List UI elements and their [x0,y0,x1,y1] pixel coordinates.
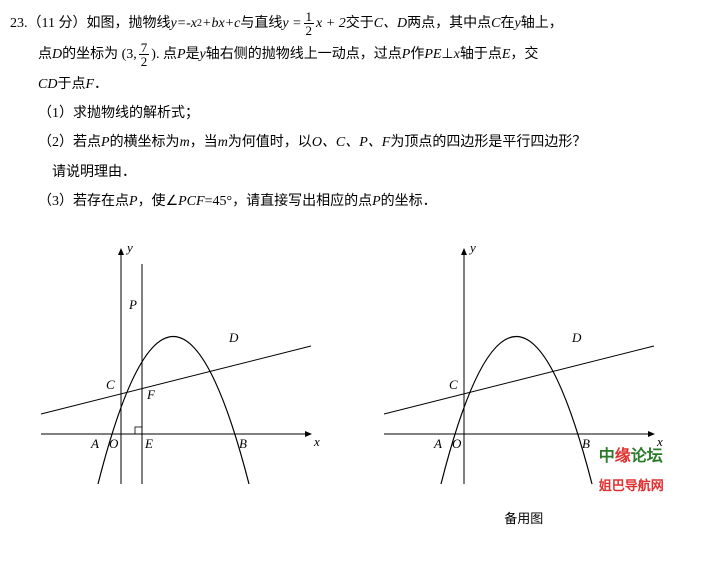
numerator: 1 [304,10,315,24]
text: ，交 [510,42,538,67]
label-e: E [144,436,153,451]
label-x: x [313,434,320,449]
problem-number: 23. [10,11,28,36]
angle-pcf: PCF [178,189,204,214]
text: 两点，其中点 [407,11,491,36]
text: 作 [410,42,424,67]
line-cd [384,346,654,414]
main-graph: y x P D C F A O E B [31,234,331,494]
label-p: P [128,297,137,312]
watermark-text: 论坛 [631,448,663,465]
point-c: C [491,11,500,36]
label-a: A [90,436,99,451]
text: 请说明理由． [52,160,136,185]
text: 于点 [57,72,85,97]
text: 为顶点的四边形是平行四边形？ [390,130,586,155]
text: 是 [186,42,200,67]
text: 交于 [346,11,374,36]
label-o: O [109,436,119,451]
text: ). 点 [151,42,177,67]
denominator: 2 [139,55,150,68]
var-m: m [180,130,190,155]
text: 与直线 [240,11,282,36]
fraction: 1 2 [304,10,315,37]
points-ocpf: O、C、P、F [312,130,391,155]
watermark: 中缘论坛 姐巴导航网 [599,443,664,501]
watermark-text: 姐巴导航网 [599,478,664,493]
equation: y = [282,11,301,36]
fraction: 7 2 [139,41,150,68]
question-2-cont: 请说明理由． [10,160,695,185]
label-c: C [106,377,115,392]
label-f: F [146,387,156,402]
segment-cd: CD [38,72,57,97]
label-y: y [468,240,476,255]
label-d: D [228,330,239,345]
problem-header: 23. （11 分） 如图，抛物线 y=-x 2 +bx+c 与直线 y = 1… [10,10,695,37]
perp-mark [135,427,142,434]
figure-caption: 备用图 [374,507,674,530]
figure-backup: y x D C A O B 备用图 中缘论坛 姐巴导航网 [374,234,674,531]
text: 为何值时，以 [228,130,312,155]
text: =45°，请直接写出相应的点 [205,189,373,214]
text: 轴上， [521,11,563,36]
question-2: （2）若点 P 的横坐标为 m ，当 m 为何值时，以 O、C、P、F 为顶点的… [10,130,695,155]
problem-line2: 点 D 的坐标为 (3, 7 2 ). 点 P 是 y 轴右侧的抛物线上一动点，… [10,41,695,68]
points-cd: C、D [374,11,407,36]
text: ，当 [190,130,218,155]
equation: y=-x [170,11,197,36]
point-p: P [177,42,186,67]
var-m: m [218,130,228,155]
problem-line3: CD 于点 F ． [10,72,695,97]
point-d: D [52,42,62,67]
text: （2）若点 [38,130,101,155]
label-b: B [239,436,247,451]
text: 点 [38,42,52,67]
text: 在 [501,11,515,36]
line-cd [41,346,311,414]
text: 轴于点 [460,42,502,67]
denominator: 2 [304,24,315,37]
text: ． [94,72,108,97]
question-1: （1）求抛物线的解析式； [10,101,695,126]
point-e: E [502,42,511,67]
text: 的横坐标为 [110,130,180,155]
label-y: y [125,240,133,255]
watermark-text: 缘 [615,448,631,465]
text: （1）求抛物线的解析式； [38,101,199,126]
text: 如图，抛物线 [86,11,170,36]
text: 的坐标． [381,189,437,214]
point-p: P [101,130,110,155]
equation: +bx+c [202,11,240,36]
text: （3）若存在点 [38,189,129,214]
equation: x + 2 [316,11,346,36]
point-p: P [402,42,411,67]
figure-main: y x P D C F A O E B [31,234,331,531]
figures-container: y x P D C F A O E B y x D C [10,234,695,531]
numerator: 7 [139,41,150,55]
text: 轴右侧的抛物线上一动点，过点 [206,42,402,67]
perp-symbol: ⊥ [441,42,453,67]
point-f: F [85,72,94,97]
problem-points: （11 分） [28,11,87,36]
label-a: A [433,436,442,451]
label-b: B [582,436,590,451]
label-c: C [449,377,458,392]
label-d: D [571,330,582,345]
point-p: P [129,189,138,214]
segment-pe: PE [424,42,441,67]
text: ，使 [138,189,166,214]
point-p: P [372,189,381,214]
label-o: O [452,436,462,451]
watermark-text: 中 [599,448,615,465]
text: 的坐标为 (3, [62,42,137,67]
angle-symbol: ∠ [166,189,179,214]
question-3: （3）若存在点 P ，使 ∠ PCF =45°，请直接写出相应的点 P 的坐标． [10,189,695,214]
